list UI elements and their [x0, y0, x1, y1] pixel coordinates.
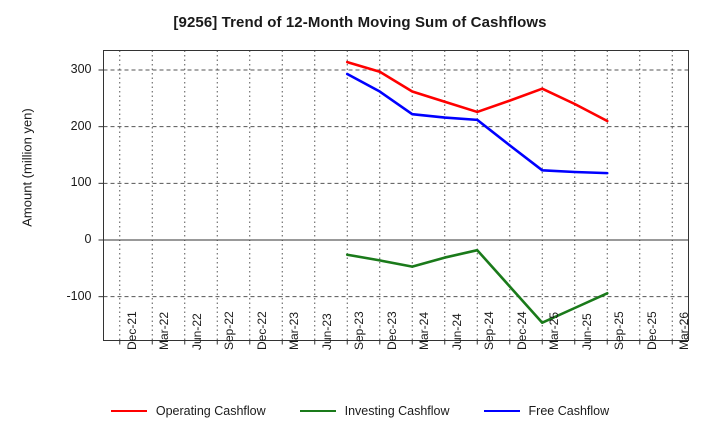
x-tick-label: Dec-25 [644, 310, 659, 350]
legend-label: Investing Cashflow [344, 404, 450, 418]
legend-item[interactable]: Free Cashflow [483, 404, 610, 418]
legend-item[interactable]: Investing Cashflow [299, 404, 450, 418]
x-tick-label: Dec-21 [124, 310, 139, 350]
gridlines [103, 50, 689, 341]
x-tick-label: Jun-23 [319, 312, 334, 350]
x-tick-label: Jun-24 [449, 312, 464, 350]
legend-swatch-icon [299, 410, 336, 412]
series-line [345, 72, 609, 175]
x-tick-label: Sep-22 [222, 310, 237, 350]
legend-label: Free Cashflow [528, 404, 610, 418]
y-tick-label: 200 [70, 118, 92, 133]
legend-swatch-icon [110, 410, 147, 412]
x-tick-label: Dec-24 [514, 310, 529, 350]
series-line [345, 60, 609, 123]
data-series [345, 60, 609, 325]
x-tick-label: Jun-25 [579, 312, 594, 350]
y-tick-label: -100 [66, 288, 92, 303]
x-tick-label: Mar-23 [287, 311, 302, 350]
x-tick-label: Mar-26 [677, 311, 692, 350]
chart-legend: Operating Cashflow Investing Cashflow Free… [0, 404, 720, 418]
chart-title: [9256] Trend of 12-Month Moving Sum of C… [173, 14, 547, 31]
x-tick-label: Mar-25 [547, 311, 562, 350]
x-tick-label: Mar-22 [157, 311, 172, 350]
series-line [345, 248, 609, 325]
x-tick-label: Mar-24 [417, 311, 432, 350]
x-tick-label: Jun-22 [189, 312, 204, 350]
plot-frame [103, 50, 689, 341]
y-tick-label: 0 [84, 232, 92, 246]
x-tick-label: Sep-23 [352, 310, 367, 350]
y-tick-label: 300 [70, 62, 92, 76]
legend-item[interactable]: Operating Cashflow [110, 404, 266, 418]
legend-label: Operating Cashflow [155, 404, 266, 418]
y-tick-label: 100 [70, 175, 92, 190]
x-tick-label: Dec-22 [254, 310, 269, 350]
x-tick-label: Sep-24 [482, 310, 497, 350]
legend-swatch-icon [483, 410, 520, 412]
x-tick-label: Sep-25 [612, 310, 627, 350]
x-tick-label: Dec-23 [384, 310, 399, 350]
axis-ticks [98, 69, 673, 345]
